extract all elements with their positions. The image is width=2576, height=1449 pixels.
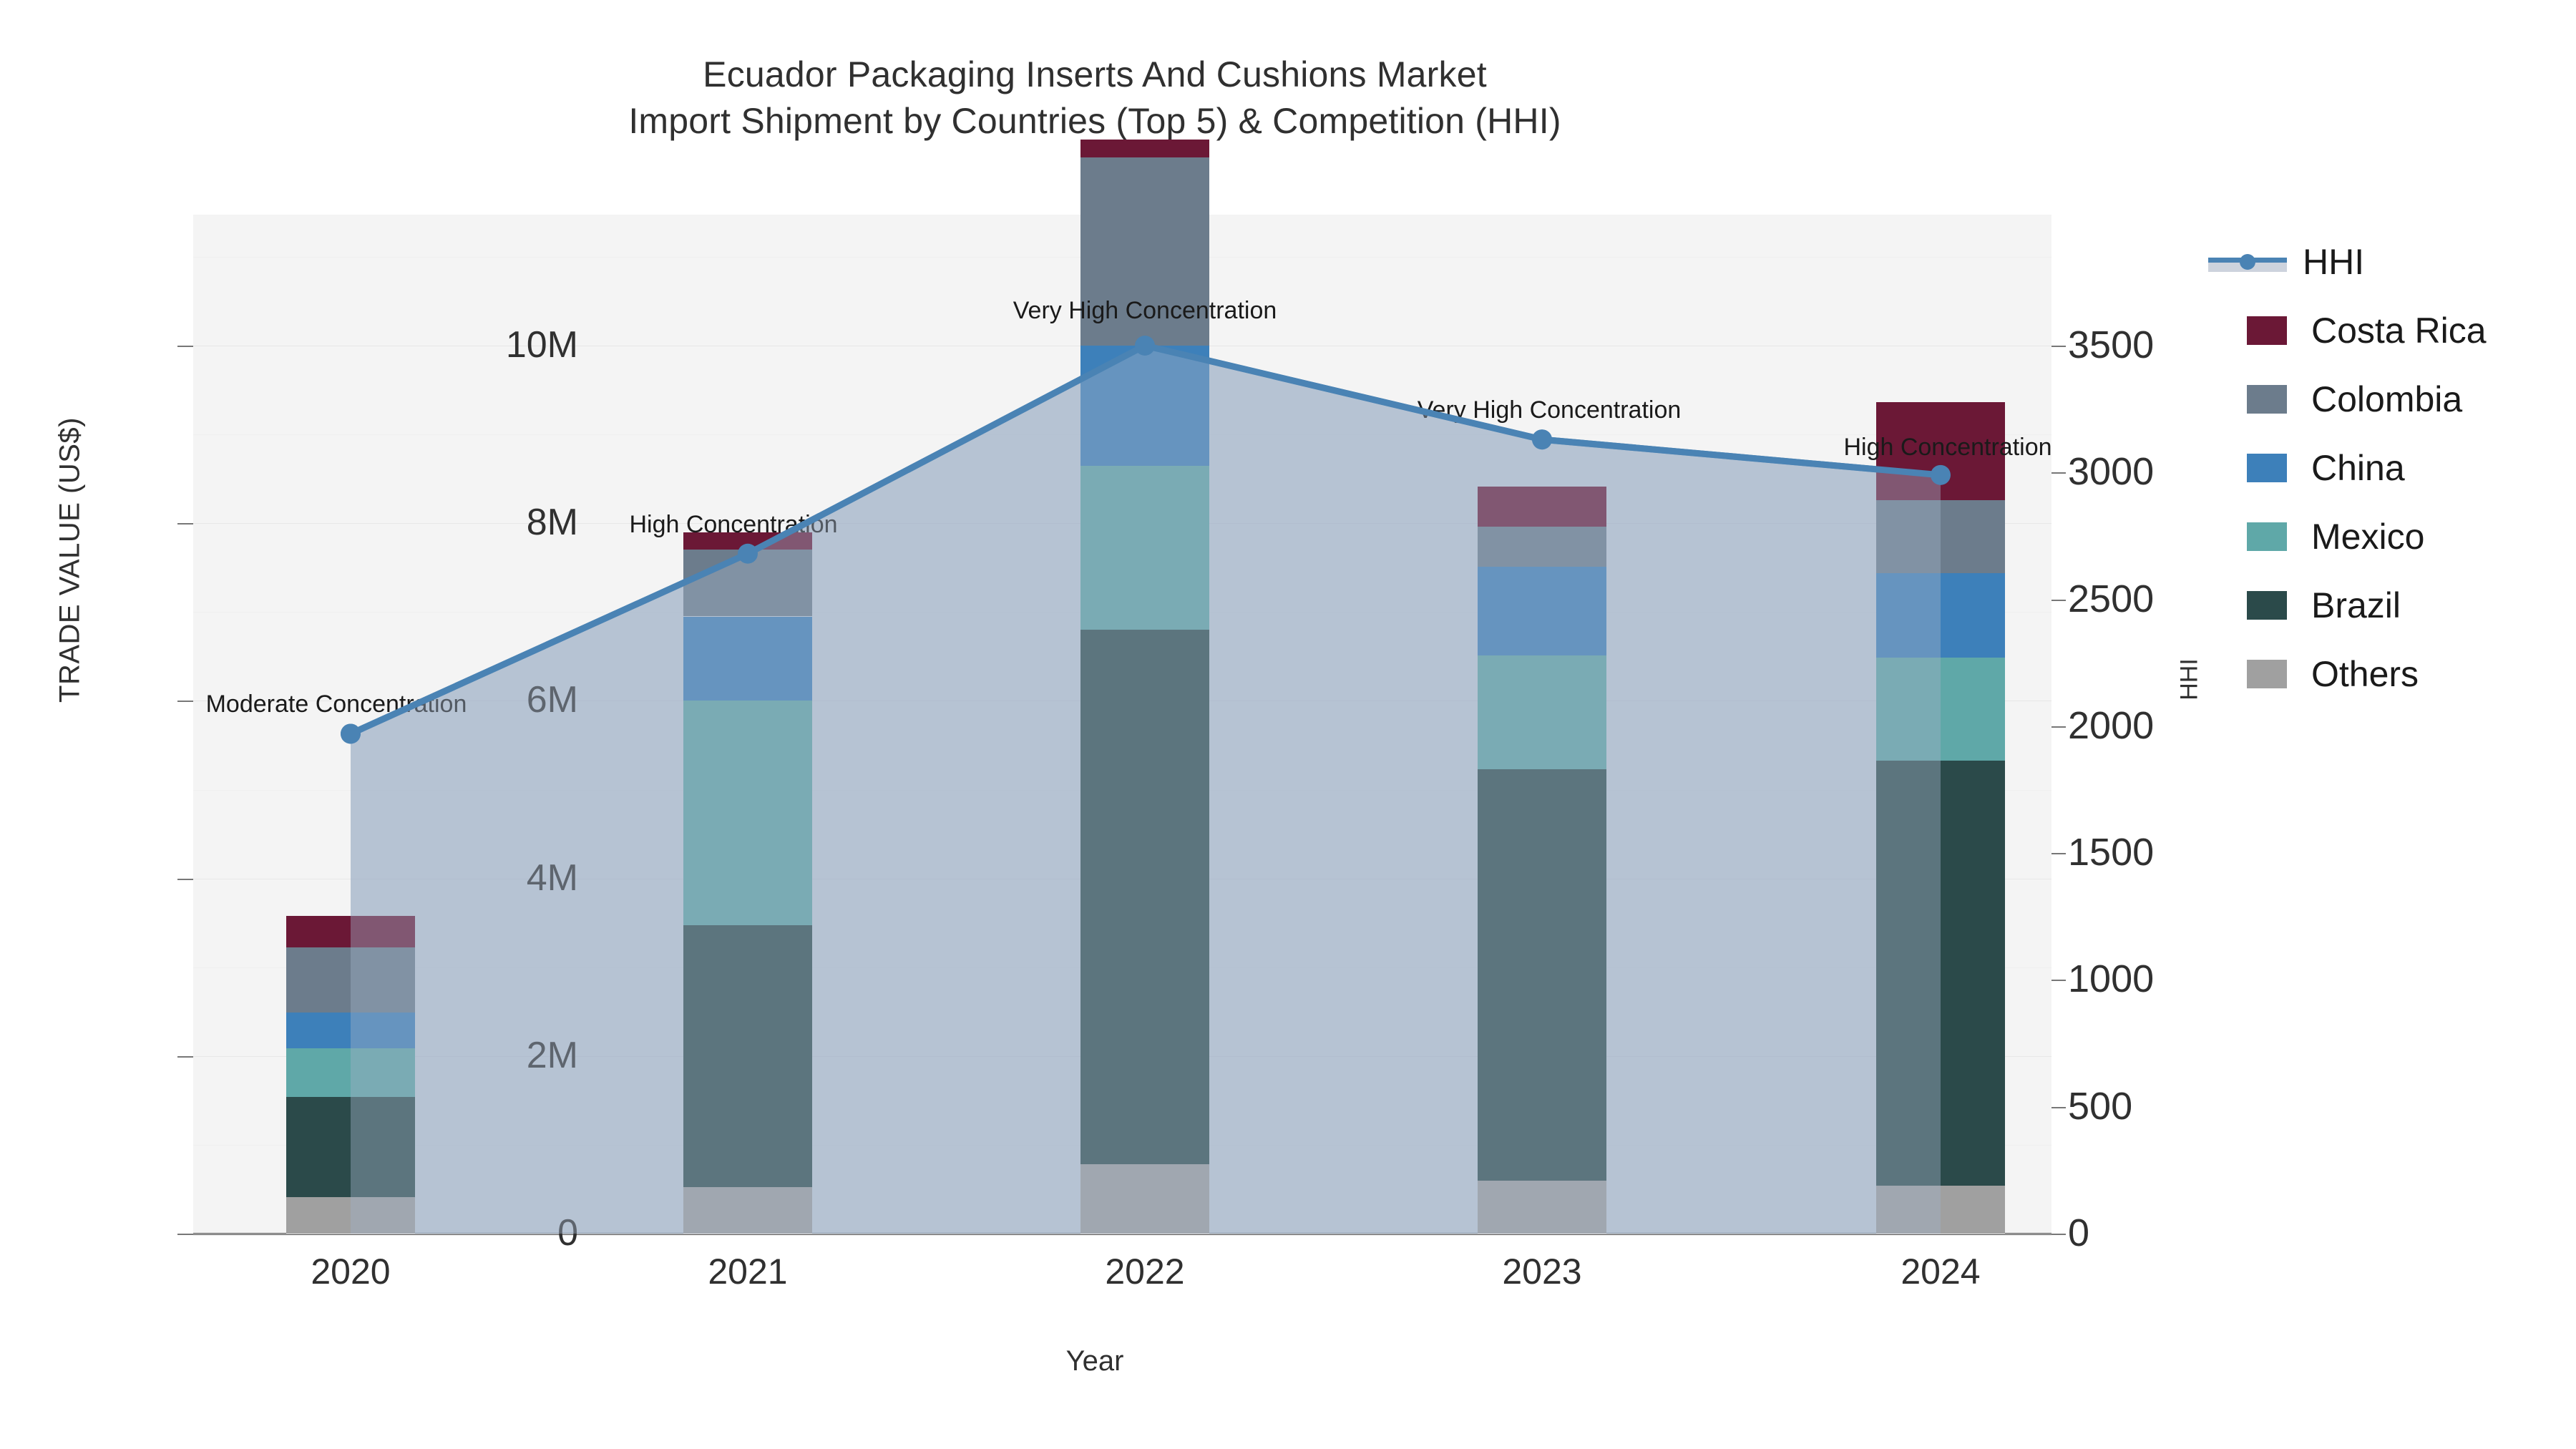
- bar-segment-colombia[interactable]: [286, 947, 415, 1013]
- y-axis-right-tickmark: [2051, 1234, 2066, 1235]
- legend-item-hhi[interactable]: HHI: [2208, 228, 2487, 296]
- concentration-annotation: High Concentration: [1843, 433, 2052, 461]
- concentration-annotation: Very High Concentration: [1013, 297, 1277, 324]
- x-axis-tick-2023: 2023: [1502, 1252, 1582, 1292]
- legend-item-costa-rica[interactable]: Costa Rica: [2247, 296, 2487, 365]
- bar-segment-china[interactable]: [683, 616, 812, 701]
- legend-label: Others: [2311, 654, 2419, 694]
- y-axis-left-tick: 10M: [505, 324, 578, 366]
- y-axis-left-tickmark: [177, 701, 193, 703]
- legend-item-china[interactable]: China: [2247, 434, 2487, 502]
- hhi-point[interactable]: [341, 723, 361, 744]
- y-axis-right-tickmark: [2051, 980, 2066, 982]
- bar-segment-costa-rica[interactable]: [286, 915, 415, 948]
- y-axis-right-tickmark: [2051, 853, 2066, 855]
- legend-swatch-icon: [2247, 660, 2287, 688]
- y-axis-left-tick: 2M: [526, 1034, 578, 1076]
- x-axis-label: Year: [1065, 1345, 1124, 1377]
- bar-segment-costa-rica[interactable]: [1478, 487, 1606, 527]
- y-axis-right-tickmark: [2051, 346, 2066, 347]
- bar-segment-brazil[interactable]: [286, 1096, 415, 1198]
- bar-segment-colombia[interactable]: [1876, 499, 2005, 573]
- legend-label: Colombia: [2311, 379, 2463, 419]
- y-axis-right-tick: 2000: [2068, 703, 2155, 747]
- legend-label: Mexico: [2311, 517, 2425, 557]
- bar-segment-china[interactable]: [286, 1012, 415, 1048]
- bar-segment-brazil[interactable]: [1876, 760, 2005, 1186]
- y-axis-right-tick: 0: [2068, 1211, 2090, 1254]
- legend-item-others[interactable]: Others: [2247, 640, 2487, 708]
- bar-segment-mexico[interactable]: [683, 701, 812, 926]
- bar-segment-colombia[interactable]: [1080, 157, 1209, 346]
- y-axis-right-tickmark: [2051, 1106, 2066, 1108]
- legend-item-colombia[interactable]: Colombia: [2247, 365, 2487, 434]
- legend-item-mexico[interactable]: Mexico: [2247, 502, 2487, 571]
- x-axis-tick-2020: 2020: [311, 1252, 391, 1292]
- legend-item-brazil[interactable]: Brazil: [2247, 571, 2487, 640]
- y-axis-right-tick: 1500: [2068, 831, 2155, 874]
- legend-label: Costa Rica: [2311, 311, 2487, 351]
- legend-label: Brazil: [2311, 585, 2401, 625]
- y-axis-left-tickmark: [177, 1055, 193, 1058]
- bar-segment-mexico[interactable]: [1876, 657, 2005, 761]
- bar-segment-china[interactable]: [1478, 567, 1606, 656]
- y-axis-left-tick: 4M: [526, 857, 578, 899]
- legend-swatch-icon: [2247, 385, 2287, 414]
- y-axis-left-tick: 6M: [526, 679, 578, 721]
- y-axis-left-tickmark: [177, 1234, 193, 1235]
- y-axis-right-tick: 2500: [2068, 577, 2155, 620]
- title-line-2: Import Shipment by Countries (Top 5) & C…: [628, 101, 1561, 141]
- bar-segment-china[interactable]: [1876, 572, 2005, 658]
- x-axis-tick-2024: 2024: [1901, 1252, 1981, 1292]
- legend-label: China: [2311, 448, 2405, 488]
- bar-segment-colombia[interactable]: [1478, 527, 1606, 567]
- y-axis-left-tick: 0: [557, 1212, 578, 1254]
- y-axis-left-tickmark: [177, 878, 193, 880]
- chart-title: Ecuador Packaging Inserts And Cushions M…: [0, 52, 2190, 145]
- legend-swatch-icon: [2247, 316, 2287, 345]
- legend-swatch-icon: [2247, 454, 2287, 482]
- concentration-annotation: Moderate Concentration: [205, 691, 467, 718]
- legend: HHI Costa Rica Colombia China Mexico Brazil Ot…: [2208, 228, 2487, 708]
- y-axis-left-tickmark: [177, 523, 193, 525]
- concentration-annotation: High Concentration: [629, 510, 838, 538]
- concentration-annotation: Very High Concentration: [1417, 396, 1682, 424]
- bar-segment-others[interactable]: [1080, 1164, 1209, 1234]
- y-axis-right-tickmark: [2051, 599, 2066, 601]
- y-axis-right-tickmark: [2051, 472, 2066, 474]
- bar-segment-others[interactable]: [286, 1197, 415, 1234]
- bar-segment-china[interactable]: [1080, 346, 1209, 466]
- y-axis-right-label: HHI: [2175, 658, 2203, 701]
- bar-segment-others[interactable]: [683, 1187, 812, 1234]
- bar-segment-others[interactable]: [1478, 1180, 1606, 1234]
- y-axis-left-tickmark: [177, 346, 193, 347]
- y-axis-right-tickmark: [2051, 726, 2066, 728]
- legend-swatch-icon: [2247, 591, 2287, 620]
- y-axis-left-tick: 8M: [526, 502, 578, 544]
- y-axis-right-tick: 1000: [2068, 957, 2155, 1001]
- bar-segment-mexico[interactable]: [286, 1048, 415, 1097]
- bar-segment-brazil[interactable]: [683, 925, 812, 1188]
- bar-segment-colombia[interactable]: [683, 550, 812, 617]
- bar-segment-mexico[interactable]: [1080, 465, 1209, 630]
- legend-swatch-icon: [2247, 522, 2287, 551]
- y-axis-right-tick: 500: [2068, 1084, 2133, 1128]
- y-axis-right-tick: 3000: [2068, 450, 2155, 494]
- x-axis-tick-2021: 2021: [708, 1252, 788, 1292]
- bar-segment-mexico[interactable]: [1478, 655, 1606, 769]
- title-line-1: Ecuador Packaging Inserts And Cushions M…: [703, 54, 1487, 94]
- y-axis-right-tick: 3500: [2068, 323, 2155, 366]
- bar-segment-costa-rica[interactable]: [1080, 140, 1209, 157]
- bar-segment-brazil[interactable]: [1478, 769, 1606, 1181]
- bar-segment-brazil[interactable]: [1080, 630, 1209, 1165]
- hhi-point[interactable]: [1532, 429, 1552, 450]
- legend-label: HHI: [2303, 242, 2365, 282]
- hhi-line-marker-icon: [2208, 248, 2287, 276]
- y-axis-left-label: TRADE VALUE (US$): [54, 417, 86, 703]
- bar-segment-others[interactable]: [1876, 1185, 2005, 1234]
- x-axis-tick-2022: 2022: [1105, 1252, 1185, 1292]
